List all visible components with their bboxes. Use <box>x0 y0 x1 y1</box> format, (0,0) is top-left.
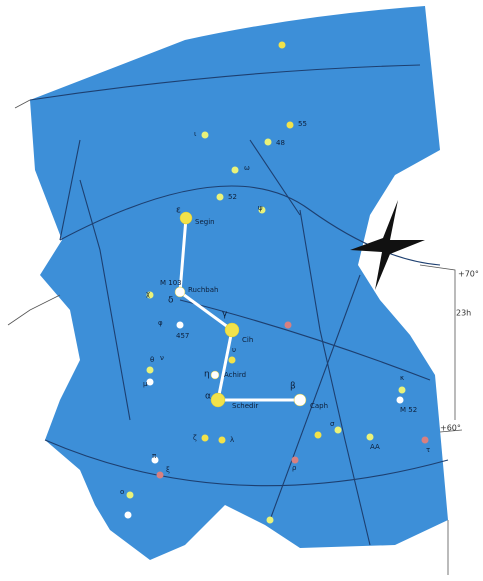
star-label: Caph <box>310 402 328 410</box>
label: ζ <box>193 434 197 442</box>
star-label: Schedir <box>232 402 258 410</box>
label: π <box>152 452 157 460</box>
label: τ <box>426 446 430 454</box>
star-label: Cih <box>242 336 253 344</box>
star <box>293 393 307 407</box>
label: ρ <box>292 464 297 472</box>
label: ξ <box>166 466 170 474</box>
north-marker <box>350 200 425 290</box>
star <box>231 166 239 174</box>
star <box>176 321 184 329</box>
star <box>146 378 154 386</box>
star <box>286 121 294 129</box>
star <box>278 41 286 49</box>
star <box>124 511 132 519</box>
label: θ <box>150 356 154 364</box>
star-label: δ <box>168 296 174 306</box>
star <box>201 131 209 139</box>
star-label: η <box>204 370 210 380</box>
star-label: ε <box>176 206 181 216</box>
coordinate-label: +70° <box>458 270 479 279</box>
star <box>210 392 226 408</box>
label: χ <box>146 290 150 298</box>
label: ω <box>244 164 250 172</box>
label: μ <box>143 380 148 388</box>
label: ψ <box>258 204 263 212</box>
star <box>201 434 209 442</box>
label: 48 <box>276 139 285 147</box>
star <box>334 426 342 434</box>
label: 52 <box>228 193 237 201</box>
label: ο <box>120 488 124 496</box>
label: M 103 <box>160 279 182 287</box>
star <box>174 286 186 298</box>
label: ν <box>160 354 164 362</box>
label: υ <box>232 346 236 354</box>
label: σ <box>330 420 335 428</box>
star <box>210 370 220 380</box>
constellation-area <box>30 6 448 560</box>
star <box>126 491 134 499</box>
grid <box>29 64 449 546</box>
star <box>266 516 274 524</box>
label: λ <box>230 436 234 444</box>
coordinate-lines <box>7 99 463 575</box>
star <box>179 211 193 225</box>
star <box>216 193 224 201</box>
label: 55 <box>298 120 307 128</box>
star <box>421 436 429 444</box>
star <box>314 431 322 439</box>
star-label: Ruchbah <box>188 286 218 294</box>
star-label: Achird <box>224 371 246 379</box>
star <box>258 206 266 214</box>
star <box>156 471 164 479</box>
star <box>224 322 240 338</box>
coordinate-label: 23h <box>456 309 471 318</box>
star <box>264 138 272 146</box>
star <box>228 356 236 364</box>
star <box>284 321 292 329</box>
star <box>218 436 226 444</box>
star-label: α <box>205 392 211 402</box>
star-label: Segin <box>195 218 215 226</box>
label: κ <box>400 374 404 382</box>
star <box>398 386 406 394</box>
star-label: β <box>290 382 296 392</box>
star <box>366 433 374 441</box>
star <box>151 456 159 464</box>
star <box>396 396 404 404</box>
label: φ <box>158 319 163 327</box>
coordinate-label: +60° <box>440 424 461 433</box>
label: M 52 <box>400 406 417 414</box>
star-label: γ <box>222 310 228 320</box>
label: AA <box>370 443 380 451</box>
star <box>146 366 154 374</box>
star <box>291 456 299 464</box>
label: 457 <box>176 332 189 340</box>
label: ι <box>194 130 197 138</box>
star <box>146 291 154 299</box>
